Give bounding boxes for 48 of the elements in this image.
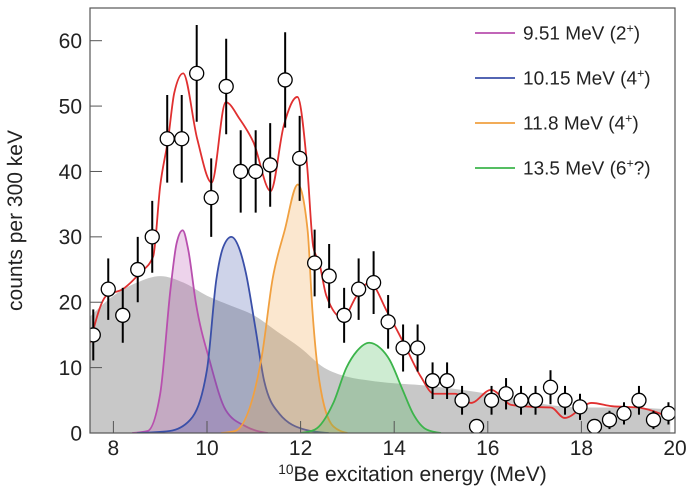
point xyxy=(322,268,337,284)
x-tick-label: 10 xyxy=(195,437,219,460)
point xyxy=(144,229,160,244)
y-tick-label: 0 xyxy=(70,422,82,446)
x-tick-label: 8 xyxy=(108,437,120,460)
legend-label: 13.5 MeV (6$^{+}$?) xyxy=(523,156,651,180)
point xyxy=(336,308,352,323)
point xyxy=(395,340,411,356)
point xyxy=(528,392,544,408)
point xyxy=(586,418,602,433)
y-tick-label: 60 xyxy=(58,30,82,54)
point xyxy=(115,308,130,323)
y-tick-label: 30 xyxy=(58,226,82,250)
point xyxy=(484,392,500,408)
point xyxy=(468,418,484,433)
y-tick-label: 50 xyxy=(58,95,82,118)
point xyxy=(631,392,647,408)
point xyxy=(160,131,175,146)
x-tick-label: 16 xyxy=(476,437,500,460)
y-tick-label: 10 xyxy=(58,356,82,380)
x-tick-label: 14 xyxy=(382,437,406,460)
point xyxy=(366,274,382,290)
point xyxy=(248,164,264,180)
point xyxy=(602,412,618,428)
y-axis-title: counts per 300 keV xyxy=(4,130,27,311)
point xyxy=(616,406,632,422)
point xyxy=(262,157,278,173)
point xyxy=(513,392,529,408)
x-axis-title: $^{10}$Be excitation energy (MeV) xyxy=(278,462,547,486)
point xyxy=(557,392,573,408)
point xyxy=(306,255,322,271)
point xyxy=(130,262,146,278)
point xyxy=(380,314,396,330)
point xyxy=(646,412,662,428)
x-tick-label: 12 xyxy=(288,437,312,460)
point xyxy=(660,406,675,422)
legend-label: 10.15 MeV (4$^{+}$) xyxy=(523,66,651,90)
point xyxy=(572,399,588,414)
legend-label: 9.51 MeV (2$^{+}$) xyxy=(523,22,640,45)
x-tick-label: 18 xyxy=(570,437,594,460)
y-tick-label: 20 xyxy=(58,292,82,315)
point xyxy=(498,386,514,402)
legend-label: 11.8 MeV (4$^{+}$) xyxy=(523,112,639,135)
x-tick-label: 20 xyxy=(663,437,687,460)
point xyxy=(350,282,366,297)
y-tick-label: 40 xyxy=(58,160,82,184)
point xyxy=(454,392,470,408)
point xyxy=(100,282,116,297)
